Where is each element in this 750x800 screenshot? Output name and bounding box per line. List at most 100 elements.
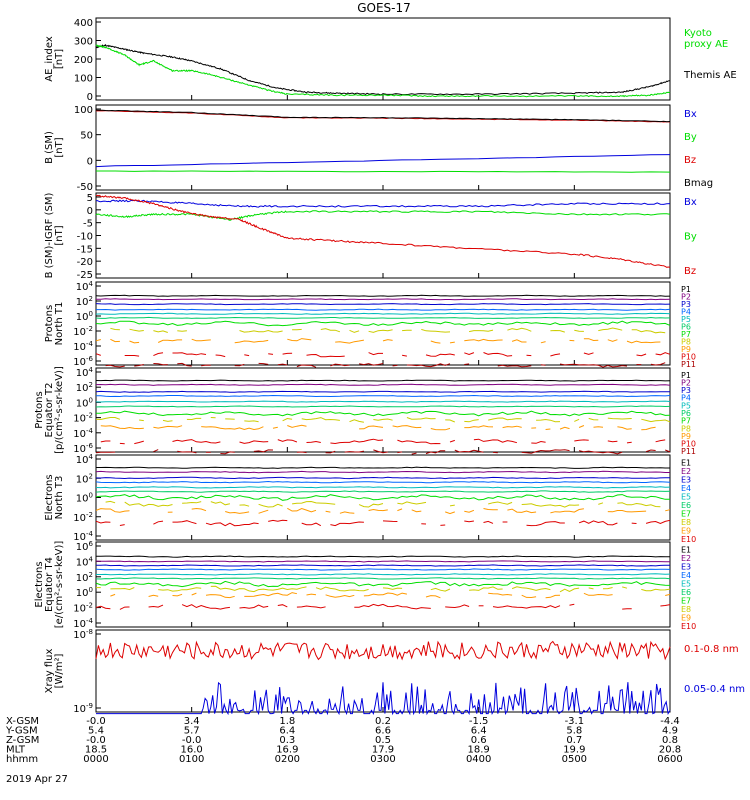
flux-channel-9: [665, 509, 671, 512]
x-row-value: 0500: [562, 754, 587, 765]
flux-channel-8: [124, 501, 173, 507]
x-row-value: 6.4: [279, 726, 295, 737]
flux-channel-11: [296, 364, 317, 368]
flux-channel-8: [244, 420, 259, 423]
flux-channel-10: [425, 353, 455, 357]
flux-channel-9: [325, 594, 355, 598]
y-axis-label: B (SM)-IGRF (SM): [44, 193, 55, 279]
flux-channel-9: [464, 509, 475, 513]
flux-channel-9: [157, 339, 183, 343]
series-by: [95, 210, 671, 221]
y-tick-label: 10-8: [73, 628, 93, 641]
y-tick-label: 10-2: [73, 602, 93, 615]
flux-channel-9: [411, 509, 422, 513]
flux-channel-9: [507, 508, 537, 514]
plot-title: GOES-17: [357, 1, 411, 15]
flux-channel-9: [287, 338, 312, 342]
flux-channel-9: [335, 339, 364, 344]
flux-channel-9: [129, 340, 140, 344]
y-tick-label: 104: [76, 453, 94, 466]
x-row-value: 0100: [179, 754, 204, 765]
flux-channel-10: [205, 522, 259, 527]
flux-channel-11: [258, 362, 269, 365]
legend-e3: E3: [681, 562, 691, 571]
y-axis-label: Equator T2: [44, 383, 55, 438]
flux-channel-3: [95, 303, 671, 306]
x-row-value: 4.9: [662, 726, 678, 737]
flux-channel-10: [119, 606, 130, 610]
x-row-value: 3.4: [184, 716, 200, 727]
y-tick-label: 0: [87, 206, 93, 217]
flux-channel-9: [502, 425, 522, 429]
legend-e7: E7: [681, 596, 691, 605]
y-tick-label: 10-6: [73, 355, 93, 368]
series-bz: [95, 194, 671, 268]
legend-p2: P2: [681, 378, 691, 387]
legend-e9: E9: [681, 613, 691, 622]
y-tick-label: 104: [76, 280, 94, 293]
flux-channel-5: [95, 400, 671, 403]
flux-channel-9: [287, 507, 317, 513]
flux-channel-2: [95, 470, 670, 474]
legend-p5: P5: [681, 315, 691, 324]
legend-p4: P4: [681, 307, 691, 316]
flux-channel-11: [497, 364, 532, 368]
flux-channel-10: [268, 353, 274, 355]
flux-channel-11: [521, 449, 570, 454]
flux-channel-9: [95, 339, 101, 342]
series-themis-ae: [95, 43, 671, 96]
legend-e5: E5: [681, 579, 691, 588]
flux-channel-9: [392, 425, 422, 429]
x-row-value: 0.2: [375, 716, 391, 727]
flux-channel-8: [258, 503, 283, 508]
flux-channel-9: [483, 508, 498, 511]
legend-p11: P11: [681, 447, 696, 456]
flux-channel-9: [201, 426, 264, 431]
flux-channel-8: [617, 502, 661, 508]
flux-channel-10: [172, 352, 207, 356]
y-tick-label: 106: [76, 540, 94, 553]
flux-channel-8: [598, 327, 623, 332]
flux-channel-9: [382, 339, 393, 342]
flux-channel-10: [306, 440, 321, 443]
x-row-value: 0600: [657, 754, 682, 765]
flux-channel-10: [464, 520, 474, 523]
y-tick-label: 10-9: [73, 702, 93, 715]
flux-channel-10: [268, 519, 288, 522]
y-axis-label: [nT]: [54, 225, 65, 245]
y-tick-label: -25: [77, 270, 93, 281]
y-tick-label: 400: [74, 18, 93, 29]
flux-channel-8: [239, 504, 250, 507]
legend-p11: P11: [681, 360, 696, 369]
flux-channel-8: [177, 330, 187, 332]
y-axis-label: [nT]: [54, 137, 65, 157]
panel-et3: 104 102 100 10-2 10-4 Electrons North T3 E1E2E3…: [44, 453, 696, 544]
flux-channel-8: [521, 503, 580, 508]
flux-channel-9: [641, 426, 656, 431]
legend-e8: E8: [681, 605, 691, 614]
flux-channel-10: [301, 522, 322, 527]
y-axis-label: Equator T4: [44, 557, 55, 612]
flux-channel-8: [349, 419, 364, 423]
flux-channel-11: [373, 449, 388, 454]
legend-e5: E5: [681, 492, 691, 501]
y-tick-label: 10-2: [73, 412, 93, 425]
flux-channel-11: [153, 449, 159, 453]
flux-channel-9: [287, 424, 307, 428]
panel-pt1: 104 102 100 10-2 10-4 10-6 Protons North T1 P1P2…: [44, 280, 696, 369]
flux-channel-9: [583, 592, 613, 596]
legend-e2: E2: [681, 554, 691, 563]
legend-item: Bmag: [684, 178, 713, 189]
y-tick-label: 10-4: [73, 340, 93, 353]
y-axis-label: AE_index: [44, 36, 55, 82]
flux-channel-10: [574, 439, 589, 442]
panel-bsm: 100 50 0 -50 B (SM) [nT] Bx By Bz Bmag: [44, 104, 713, 193]
legend-p2: P2: [681, 292, 691, 301]
flux-channel-9: [430, 340, 441, 344]
x-row-label: MLT: [6, 745, 26, 756]
y-tick-label: -20: [77, 257, 93, 268]
y-tick-label: 100: [76, 310, 93, 323]
x-row-value: -1.5: [469, 716, 489, 727]
y-tick-label: 100: [76, 396, 93, 409]
